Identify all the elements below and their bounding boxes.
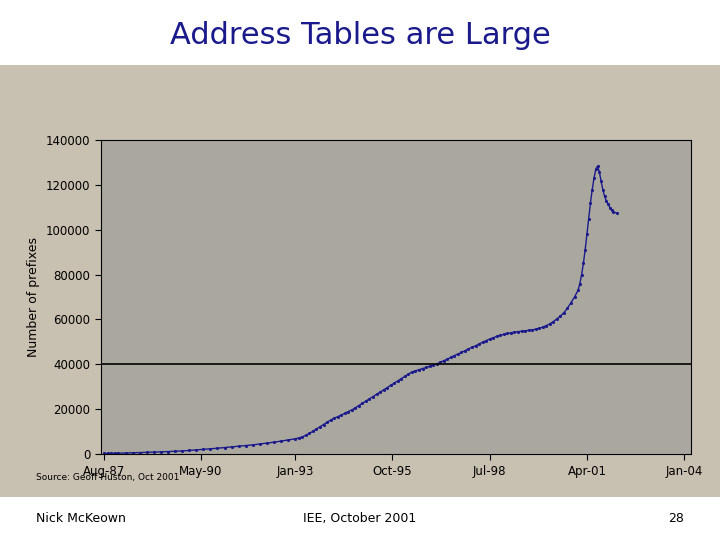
Text: Source: Geoff Huston, Oct 2001: Source: Geoff Huston, Oct 2001 xyxy=(36,474,179,482)
Text: Nick McKeown: Nick McKeown xyxy=(36,512,126,525)
Text: 28: 28 xyxy=(668,512,684,525)
Text: IEE, October 2001: IEE, October 2001 xyxy=(303,512,417,525)
Text: Address Tables are Large: Address Tables are Large xyxy=(170,21,550,50)
Y-axis label: Number of prefixes: Number of prefixes xyxy=(27,237,40,357)
